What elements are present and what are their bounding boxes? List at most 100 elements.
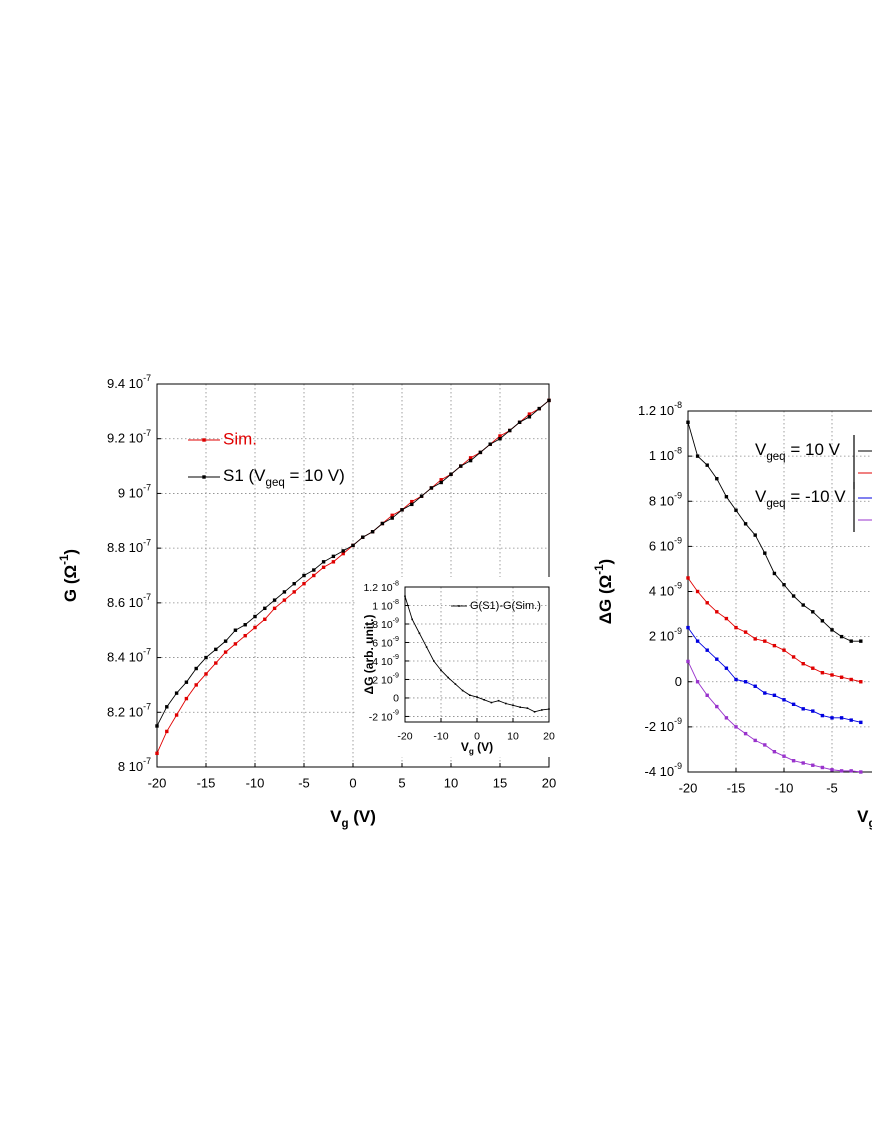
- data-point: [184, 696, 189, 701]
- tick-exponent: -7: [143, 428, 151, 438]
- y-tick-label: 8 10-9: [649, 491, 682, 509]
- data-point: [380, 521, 385, 526]
- x-tick-label: -5: [298, 775, 310, 790]
- x-tick-label: -15: [197, 775, 216, 790]
- data-point: [505, 702, 507, 705]
- tick-exponent: -9: [674, 581, 682, 591]
- data-point: [734, 625, 738, 630]
- data-point: [724, 666, 729, 670]
- data-point: [292, 582, 296, 586]
- text-part: S1 (V: [223, 466, 266, 485]
- text-part: -1: [594, 564, 606, 575]
- data-point: [695, 680, 700, 684]
- tick-mantissa: 2 10: [372, 674, 393, 686]
- data-point: [791, 759, 796, 763]
- tick-exponent: -9: [393, 709, 399, 717]
- y-tick-label: 8 10-9: [372, 616, 399, 631]
- data-point: [497, 699, 500, 702]
- data-point: [820, 671, 825, 675]
- y-tick-label: 1.2 10-8: [363, 579, 399, 594]
- y-tick-label: 0: [675, 674, 682, 689]
- tick-exponent: -7: [143, 373, 151, 383]
- data-point: [390, 516, 394, 520]
- tick-exponent: -7: [143, 756, 151, 766]
- data-point: [734, 725, 738, 729]
- y-tick-label: 6 10-9: [649, 536, 682, 554]
- data-point: [263, 617, 267, 621]
- data-point: [763, 743, 767, 747]
- y-tick-label: 2 10-9: [649, 626, 682, 644]
- y-tick-label: 1 10-8: [649, 446, 682, 464]
- data-point: [243, 623, 247, 627]
- data-point: [849, 718, 853, 722]
- legend-group-label: Vgeq = 10 V: [755, 440, 841, 463]
- data-point: [390, 513, 394, 518]
- plot-frame: [687, 410, 872, 773]
- text-part: = -10 V: [786, 487, 847, 506]
- data-point: [302, 582, 306, 586]
- x-tick-label: -10: [433, 730, 448, 742]
- text-part: g: [469, 747, 474, 756]
- y-tick-label: -2 10-9: [369, 709, 399, 724]
- data-point: [705, 463, 709, 467]
- tick-exponent: -7: [143, 647, 151, 657]
- data-point: [174, 691, 179, 695]
- tick-exponent: -9: [674, 536, 682, 546]
- data-point: [782, 754, 786, 758]
- tick-mantissa: -2 10: [645, 719, 675, 734]
- data-point: [715, 657, 719, 661]
- data-point: [263, 606, 267, 611]
- data-point: [820, 713, 825, 718]
- tick-exponent: -8: [674, 446, 682, 456]
- data-point: [859, 639, 863, 643]
- data-point: [801, 603, 805, 607]
- data-point: [165, 705, 169, 709]
- tick-mantissa: 1.2 10: [638, 403, 674, 418]
- data-point: [282, 598, 287, 602]
- y-tick-label: 8 10-7: [118, 756, 151, 774]
- legend-label: Sim.: [223, 429, 257, 448]
- data-point: [753, 533, 757, 537]
- x-tick-label: 20: [542, 775, 556, 790]
- data-point: [541, 709, 543, 711]
- data-point: [312, 573, 316, 578]
- data-point: [302, 573, 306, 578]
- text-part: ΔG (Ω: [596, 575, 615, 624]
- data-point: [361, 535, 365, 539]
- tick-exponent: -9: [674, 626, 682, 636]
- y-tick-label: 8.8 10-7: [107, 538, 151, 556]
- data-point: [449, 472, 453, 476]
- data-point: [547, 398, 551, 403]
- text-part: geq: [266, 477, 285, 489]
- data-point: [811, 610, 815, 614]
- data-point: [801, 662, 805, 666]
- data-point: [312, 568, 316, 572]
- tick-mantissa: 8.6 10: [107, 595, 143, 610]
- x-tick-label: -20: [148, 775, 167, 790]
- data-point: [537, 406, 541, 411]
- tick-mantissa: 1 10: [649, 449, 674, 464]
- data-point: [331, 554, 336, 559]
- data-point: [527, 415, 532, 419]
- text-part: = 10 V: [786, 440, 841, 459]
- data-point: [476, 696, 478, 698]
- y-tick-label: 2 10-9: [372, 672, 399, 687]
- inset-background: [355, 577, 559, 757]
- tick-mantissa: 8.4 10: [107, 650, 143, 665]
- data-point: [830, 673, 834, 677]
- data-point: [331, 560, 336, 564]
- data-point: [447, 676, 449, 679]
- data-point: [849, 769, 853, 773]
- data-point: [419, 494, 424, 498]
- data-point: [341, 549, 345, 553]
- x-tick-label: 5: [398, 775, 405, 790]
- data-point: [705, 648, 709, 652]
- tick-exponent: -7: [143, 592, 151, 602]
- data-point: [715, 704, 719, 709]
- data-point: [695, 454, 700, 458]
- data-point: [341, 551, 345, 556]
- data-point: [418, 632, 421, 635]
- data-point: [194, 683, 198, 687]
